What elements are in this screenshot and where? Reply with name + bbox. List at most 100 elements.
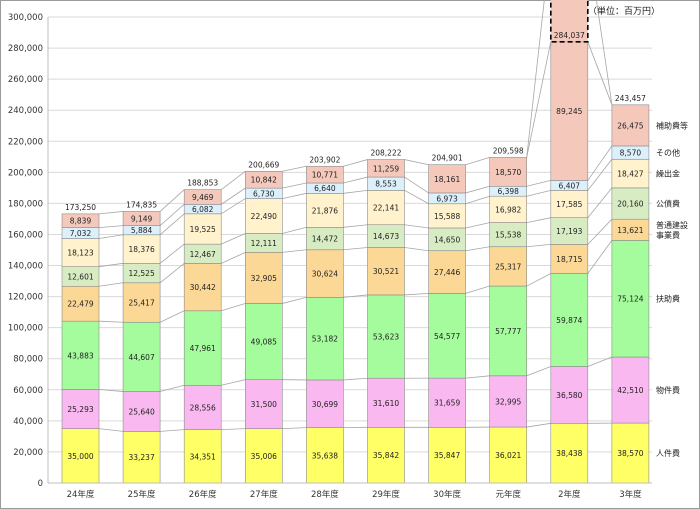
- bar-segment: [245, 252, 283, 304]
- connector-line: [220, 198, 246, 215]
- data-label: 13,621: [617, 226, 643, 235]
- legend-label: 普通建設: [656, 220, 688, 230]
- data-label: 22,479: [67, 300, 93, 309]
- legend-label: 人件費: [656, 448, 680, 458]
- data-label: 35,638: [312, 451, 338, 460]
- data-label: 25,293: [67, 405, 93, 414]
- total-label: 200,669: [248, 160, 279, 169]
- bar-segment: [489, 375, 528, 428]
- data-label: 18,715: [556, 255, 582, 264]
- bar-segment: [550, 273, 589, 367]
- data-label: 32,995: [495, 397, 521, 406]
- connector-line: [526, 422, 551, 428]
- connector-line: [159, 189, 185, 212]
- total-label: 284,037: [554, 31, 585, 40]
- connector-line: [526, 273, 551, 287]
- connector-line: [98, 225, 124, 229]
- bar-segment: [306, 379, 344, 428]
- bar-segment: [489, 195, 528, 223]
- connector-line: [159, 204, 185, 226]
- connector-line: [587, 41, 613, 105]
- connector-line: [159, 310, 185, 323]
- connector-line: [282, 249, 307, 253]
- data-label: 53,623: [373, 333, 399, 342]
- connector-line: [465, 185, 490, 194]
- connector-line: [221, 428, 246, 431]
- legend-label: その他: [656, 148, 680, 158]
- data-label: 30,624: [312, 270, 338, 279]
- data-label: 57,777: [495, 327, 521, 336]
- bar-segment: [122, 234, 161, 264]
- bar-segment: [122, 391, 161, 432]
- y-tick-label: 140,000: [8, 262, 43, 272]
- connector-line: [282, 182, 307, 189]
- connector-line: [282, 296, 307, 304]
- connector-line: [282, 192, 307, 199]
- data-label: 36,021: [495, 451, 521, 460]
- data-label: 9,149: [131, 215, 153, 224]
- data-label: 28,556: [190, 403, 216, 412]
- bar-segment: [306, 249, 344, 298]
- bar-segment: [550, 190, 589, 218]
- legend-label: 繰出金: [656, 169, 680, 179]
- data-label: 42,510: [617, 386, 643, 395]
- bar-segment: [306, 297, 344, 381]
- data-label: 33,237: [128, 453, 154, 462]
- connector-line: [98, 388, 124, 392]
- data-label: 25,417: [128, 299, 154, 308]
- data-label: 35,006: [251, 452, 277, 461]
- data-label: 43,883: [67, 351, 93, 360]
- data-label: 38,570: [617, 449, 643, 458]
- bar-segment: [367, 377, 405, 428]
- data-label: 12,525: [128, 269, 154, 278]
- bar-segment: [183, 213, 222, 245]
- connector-line: [343, 224, 368, 228]
- connector-line: [98, 211, 124, 215]
- connector-line: [282, 165, 307, 172]
- data-label: 10,771: [312, 171, 338, 180]
- bar-segment: [428, 203, 466, 229]
- y-tick-label: 80,000: [13, 355, 43, 365]
- connector-line: [98, 428, 124, 432]
- x-tick-label: 29年度: [372, 489, 400, 500]
- data-label: 30,699: [312, 400, 338, 409]
- data-label: 8,839: [70, 217, 92, 226]
- total-label: 174,835: [126, 200, 157, 209]
- total-label: 209,598: [493, 146, 524, 155]
- bar-segment: [245, 170, 283, 189]
- data-label: 54,577: [434, 332, 460, 341]
- bar-segment: [611, 187, 650, 220]
- y-tick-label: 280,000: [8, 44, 43, 54]
- connector-line: [221, 251, 246, 264]
- connector-line: [404, 292, 429, 296]
- connector-line: [343, 189, 368, 194]
- x-tick-label: 30年度: [433, 489, 461, 500]
- data-label: 35,000: [67, 452, 93, 461]
- connector-line: [404, 176, 429, 194]
- data-label: 30,521: [373, 267, 399, 276]
- data-label: 11,259: [373, 164, 399, 173]
- bar-segment: [183, 429, 222, 484]
- connector-line: [526, 366, 551, 377]
- connector-line: [220, 170, 246, 190]
- connector-line: [404, 247, 429, 252]
- data-label: 5,884: [131, 226, 153, 235]
- data-label: 53,182: [312, 335, 338, 344]
- connector-line: [404, 189, 429, 205]
- bar-segment: [367, 190, 405, 226]
- data-label: 16,982: [495, 205, 521, 214]
- connector-line: [343, 159, 368, 167]
- data-label: 8,553: [375, 180, 397, 189]
- data-label: 12,467: [190, 250, 216, 259]
- data-label: 12,601: [67, 272, 93, 281]
- connector-line: [221, 303, 246, 312]
- data-label: 6,640: [314, 184, 336, 193]
- connector-line: [465, 222, 490, 229]
- data-label: 18,376: [128, 245, 154, 254]
- connector-line: [159, 213, 185, 236]
- connector-line: [159, 243, 185, 264]
- bar-segment: [183, 189, 222, 205]
- data-label: 18,123: [67, 249, 93, 258]
- connector-line: [526, 41, 552, 158]
